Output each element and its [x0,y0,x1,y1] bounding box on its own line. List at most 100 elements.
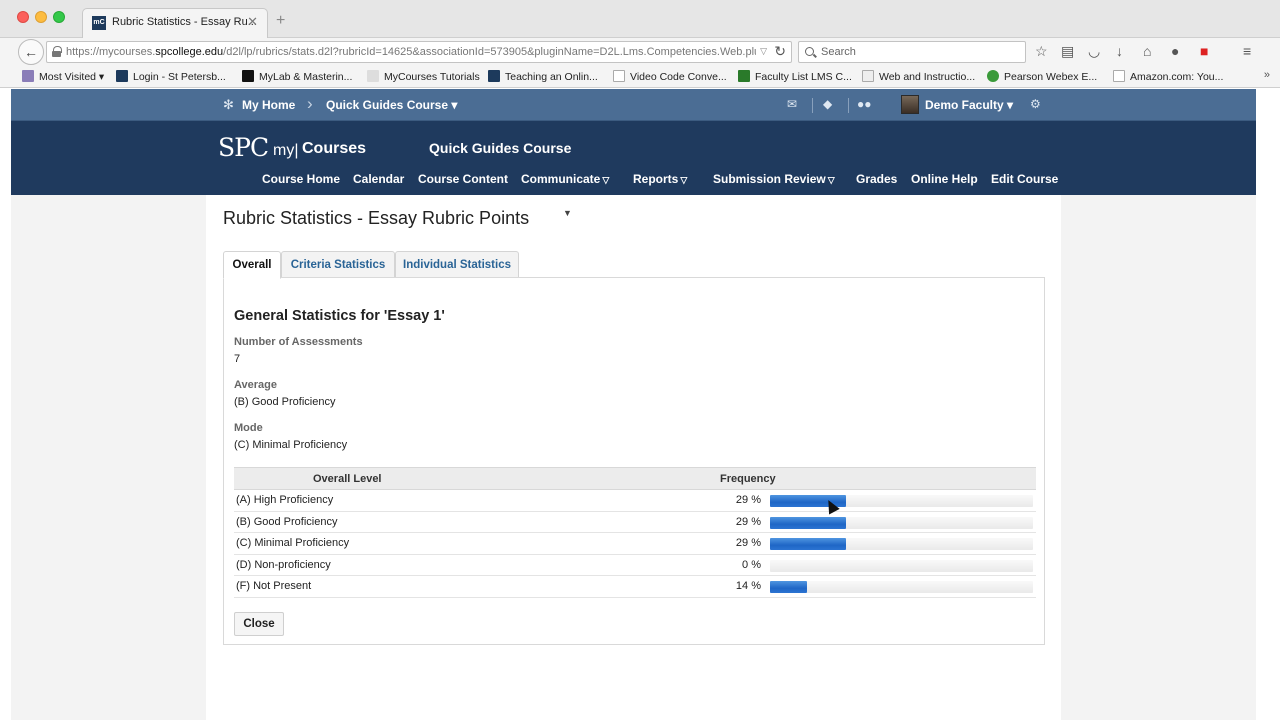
home-icon[interactable]: ⌂ [1143,43,1152,59]
new-tab-icon[interactable]: + [276,12,286,29]
close-window-button[interactable] [17,11,29,23]
zoom-window-button[interactable] [53,11,65,23]
page-title: Rubric Statistics - Essay Rubric Points [223,208,530,228]
title-menu-icon[interactable]: ▼ [563,208,572,218]
frequency-percent: 29 % [735,494,761,506]
browser-tab[interactable]: mC Rubric Statistics - Essay Ru... ✕ [82,8,268,38]
main-content: Rubric Statistics - Essay Rubric Points … [206,195,1061,720]
level-name: (A) High Proficiency [236,494,334,506]
general-statistics-heading: General Statistics for 'Essay 1' [234,308,445,324]
bookmark-star-icon[interactable]: ☆ [1035,43,1048,59]
avatar[interactable] [901,95,919,114]
frequency-bar [770,495,847,507]
table-row: (F) Not Present 14 % [234,576,1036,598]
pearson-icon [242,70,254,82]
minimize-window-button[interactable] [35,11,47,23]
amazon-icon [1113,70,1125,82]
column-frequency: Frequency [720,473,776,485]
reload-icon[interactable]: ↻ [774,43,786,59]
nav-edit-course[interactable]: Edit Course [991,172,1059,186]
table-row: (D) Non-proficiency 0 % [234,555,1036,576]
bookmark-item[interactable]: MyCourses Tutorials [367,70,480,83]
frequency-bar [770,538,847,550]
excel-icon [738,70,750,82]
reading-list-icon[interactable]: ▤ [1061,43,1075,59]
nav-calendar[interactable]: Calendar [353,172,405,186]
bookmark-item[interactable]: Web and Instructio... [862,70,975,83]
caret-down-icon: ▽ [680,175,688,185]
nav-communicate[interactable]: Communicate ▽ [521,172,610,186]
nav-submission-review[interactable]: Submission Review ▽ [713,172,835,186]
tab-close-icon[interactable]: ✕ [247,14,258,29]
spc-logo[interactable]: SPC [218,133,269,162]
nav-course-home[interactable]: Course Home [262,172,341,186]
nav-online-help[interactable]: Online Help [911,172,978,186]
menu-icon[interactable]: ≡ [1243,43,1252,59]
frequency-bar-track [770,538,1033,550]
url-text[interactable]: https://mycourses.spcollege.edu/d2l/lp/r… [66,46,756,58]
frequency-percent: 29 % [735,537,761,549]
browser-search-input[interactable]: Search [798,41,1026,63]
bookmark-item[interactable]: MyLab & Masterin... [242,70,352,83]
download-icon[interactable]: ↓ [1116,43,1123,59]
back-arrow-icon[interactable]: ← [18,39,44,65]
mode-label: Mode [234,422,263,434]
tutorials-icon [367,70,379,82]
bookmark-item[interactable]: Most Visited ▾ [22,70,104,83]
bookmark-item[interactable]: Amazon.com: You... [1113,70,1223,83]
nav-reports[interactable]: Reports ▽ [633,172,688,186]
table-row: (C) Minimal Proficiency 29 % [234,533,1036,555]
user-menu[interactable]: Demo Faculty ▾ [925,98,1014,112]
home-flake-icon: ✻ [223,97,234,112]
settings-gear-icon[interactable]: ⚙ [1030,97,1041,111]
bookmark-item[interactable]: Teaching an Onlin... [488,70,598,83]
bookmarks-bar: Most Visited ▾ Login - St Petersb... MyL… [0,66,1280,88]
update-alert-icon[interactable]: ●● [857,97,872,111]
spc-icon [862,70,874,82]
search-icon [805,47,814,56]
level-name: (F) Not Present [236,580,312,592]
page-icon [613,70,625,82]
assessments-value: 7 [234,353,241,365]
minibar: ✻ My Home › Quick Guides Course ▾ ✉ ◆ ●●… [11,89,1256,121]
message-alert-icon[interactable]: ✉ [787,97,798,111]
frequency-bar-track [770,581,1033,593]
divider [848,98,849,113]
bookmark-item[interactable]: Faculty List LMS C... [738,70,852,83]
logo-courses-text: Courses [302,140,367,157]
nav-course-content[interactable]: Course Content [418,172,508,186]
frequency-percent: 0 % [742,558,761,571]
caret-down-icon: ▽ [827,175,835,185]
level-name: (C) Minimal Proficiency [236,537,350,549]
bookmark-item[interactable]: Video Code Conve... [613,70,727,83]
course-title[interactable]: Quick Guides Course [429,140,572,156]
tab-overall[interactable]: Overall [223,251,281,279]
bookmark-item[interactable]: Pearson Webex E... [987,70,1097,83]
web-page: ✻ My Home › Quick Guides Course ▾ ✉ ◆ ●●… [11,89,1256,720]
assessments-label: Number of Assessments [234,336,363,348]
my-home-link[interactable]: My Home [242,98,296,112]
url-bar[interactable]: https://mycourses.spcollege.edu/d2l/lp/r… [46,41,792,63]
table-row: (B) Good Proficiency 29 % [234,512,1036,533]
browser-titlebar: mC Rubric Statistics - Essay Ru... ✕ + [0,0,1280,38]
course-header: SPC my| Courses Quick Guides Course Cour… [11,121,1256,195]
tab-criteria-statistics[interactable]: Criteria Statistics [281,251,395,279]
frequency-bar-track [770,495,1033,507]
pocket-icon[interactable]: ◡ [1088,43,1101,59]
chat-icon[interactable]: ● [1171,43,1180,59]
globe-icon [987,70,999,82]
course-selector[interactable]: Quick Guides Course ▾ [326,98,458,112]
extension-icon[interactable]: ■ [1200,43,1209,59]
mycourses-favicon-icon: mC [92,16,106,30]
divider [812,98,813,113]
close-button[interactable]: Close [234,612,284,636]
logo-my-text: my| [273,142,299,159]
level-name: (B) Good Proficiency [236,515,338,528]
subscription-alert-icon[interactable]: ◆ [823,97,833,111]
url-dropdown-icon[interactable]: ▽ [760,46,767,56]
more-bookmarks-icon[interactable]: » [1263,69,1270,81]
average-value: (B) Good Proficiency [234,396,336,408]
nav-grades[interactable]: Grades [856,172,898,186]
bookmark-item[interactable]: Login - St Petersb... [116,70,226,83]
tab-individual-statistics[interactable]: Individual Statistics [395,251,519,279]
